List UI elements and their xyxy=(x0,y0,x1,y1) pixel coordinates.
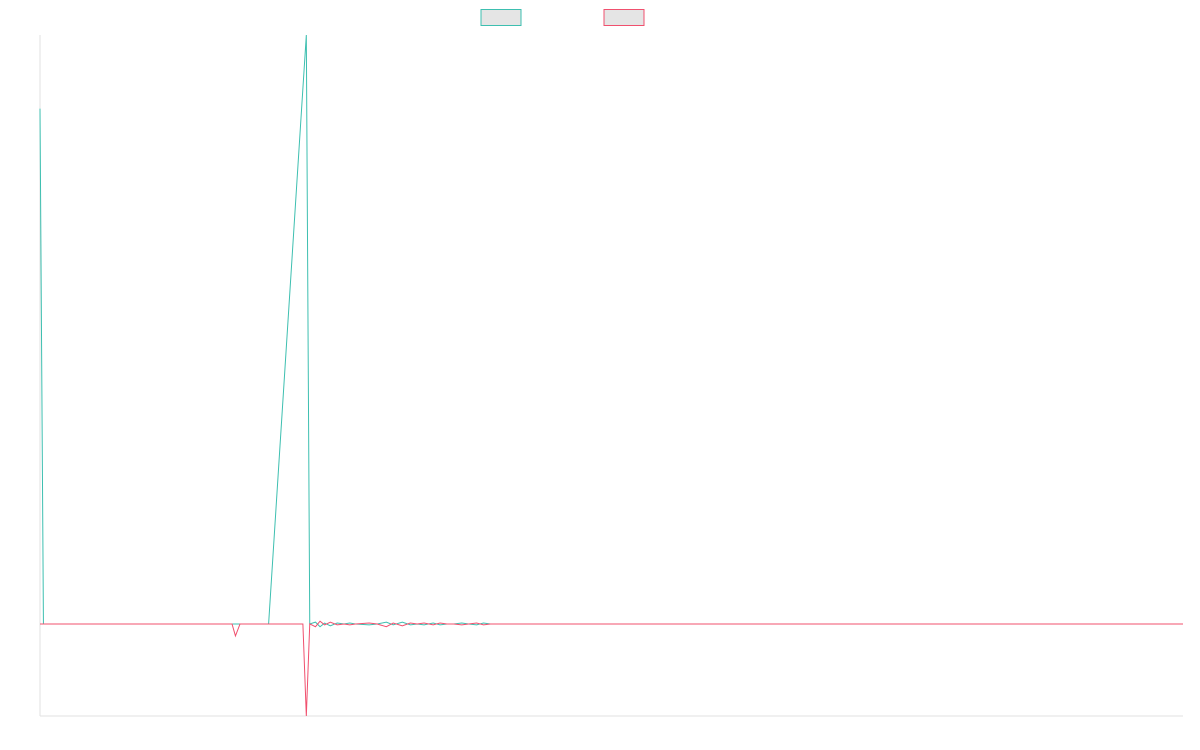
axes xyxy=(39,35,1183,717)
series-group xyxy=(39,34,1183,717)
legend[interactable] xyxy=(480,9,645,26)
series-line-1 xyxy=(39,34,1183,628)
series-line-2 xyxy=(40,620,1183,717)
legend-swatch-2[interactable] xyxy=(603,9,645,26)
legend-swatch-1[interactable] xyxy=(480,9,522,26)
